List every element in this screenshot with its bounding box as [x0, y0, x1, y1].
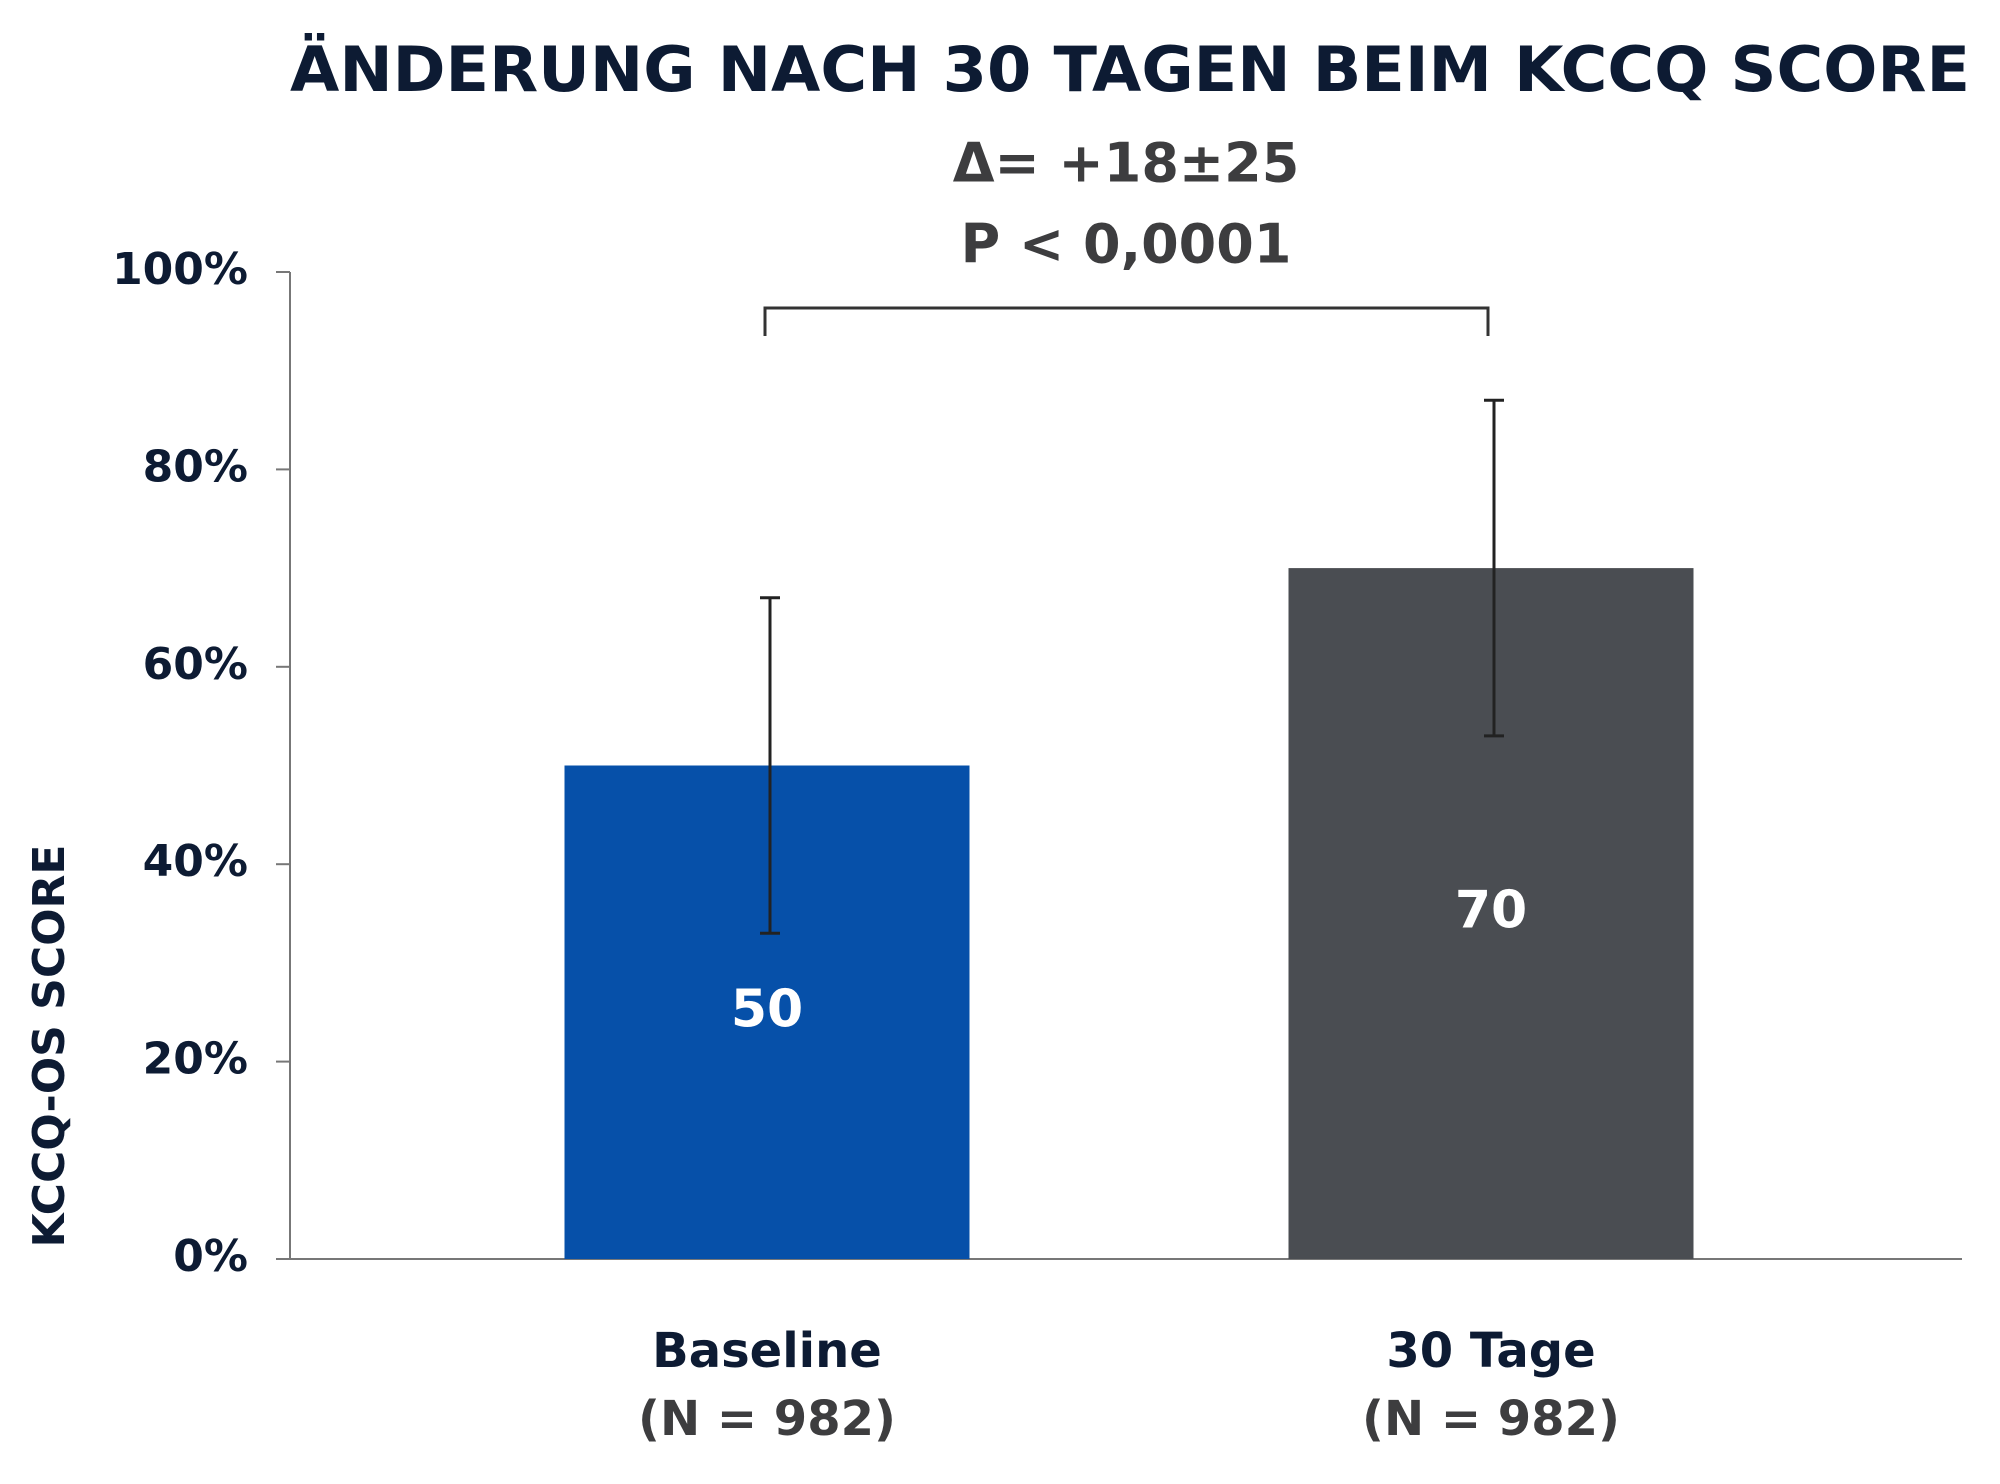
- significance-bracket: [763, 306, 1490, 336]
- annotation: P < 0,0001: [961, 213, 1292, 276]
- annotation: Δ= +18±25: [953, 132, 1300, 195]
- y-tick-label: 60%: [143, 639, 248, 690]
- bar-value-label: 70: [1455, 881, 1527, 941]
- x-tick-label: 30 Tage: [1386, 1323, 1595, 1379]
- y-tick-label: 20%: [143, 1034, 248, 1085]
- y-tick-label: 100%: [112, 244, 248, 295]
- error-bar: [760, 596, 780, 935]
- error-bar: [1484, 398, 1504, 738]
- x-tick-label: Baseline: [652, 1323, 882, 1379]
- y-axis-label: KCCQ-OS SCORE: [24, 845, 75, 1248]
- chart-title: ÄNDERUNG NACH 30 TAGEN BEIM KCCQ SCORE: [290, 33, 1970, 106]
- y-tick-label: 0%: [173, 1231, 248, 1282]
- x-tick-note: (N = 982): [1362, 1391, 1620, 1447]
- y-tick-label: 40%: [143, 836, 248, 887]
- bar: [564, 765, 970, 1259]
- x-tick-note: (N = 982): [638, 1391, 896, 1447]
- bar: [1288, 568, 1694, 1259]
- bar-value-label: 50: [731, 979, 803, 1039]
- y-tick-label: 80%: [143, 441, 248, 492]
